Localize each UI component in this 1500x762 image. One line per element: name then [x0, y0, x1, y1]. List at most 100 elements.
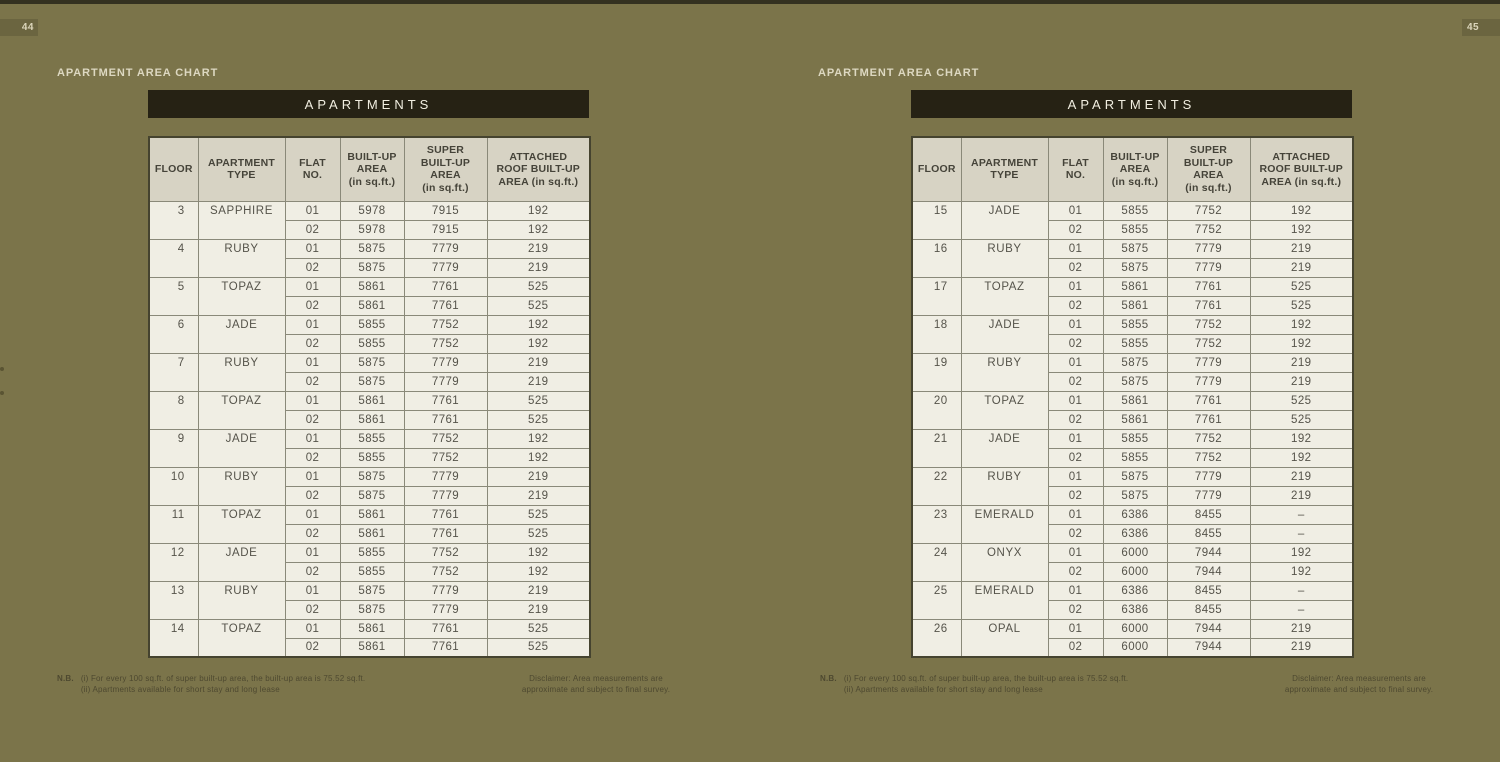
floor-cell: 21: [911, 428, 962, 468]
roof-area-cell: 219: [486, 580, 591, 601]
flat-no-cell: 02: [284, 447, 341, 468]
flat-no-cell: 01: [1047, 238, 1104, 259]
flat-no-cell: 01: [284, 618, 341, 639]
super-built-up-area-cell: 7761: [1166, 390, 1251, 411]
footnote-label: N.B.: [820, 674, 837, 683]
flat-no-cell: 01: [1047, 314, 1104, 335]
column-header: APARTMENT TYPE: [197, 136, 286, 202]
flat-no-cell: 02: [284, 523, 341, 544]
flat-no-cell: 02: [1047, 333, 1104, 354]
roof-area-cell: 219: [1249, 485, 1354, 506]
floor-cell: 25: [911, 580, 962, 620]
roof-area-cell: 192: [1249, 314, 1354, 335]
built-up-area-cell: 5875: [1102, 352, 1168, 373]
apartment-type-cell: TOPAZ: [197, 618, 286, 658]
table-row: 02 5875 7779 219: [912, 485, 1354, 506]
flat-no-cell: 01: [284, 580, 341, 601]
table-row: 22 RUBY 01 5875 7779 219: [911, 466, 1354, 506]
apartment-area-table: FLOOR APARTMENT TYPE FLAT NO. BUILT-UP AREA…: [148, 136, 591, 658]
apartment-type-cell: SAPPHIRE: [197, 200, 286, 240]
table-row: 14 TOPAZ 01 5861 7761 525: [148, 618, 591, 658]
column-header: ATTACHED ROOF BUILT-UP AREA (in sq.ft.): [486, 136, 591, 202]
roof-area-cell: –: [1249, 580, 1354, 601]
flat-no-cell: 02: [1047, 637, 1104, 658]
super-built-up-area-cell: 7779: [1166, 238, 1251, 259]
roof-area-cell: 219: [1249, 637, 1354, 658]
floor-cell: 6: [148, 314, 199, 354]
flat-no-cell: 01: [284, 200, 341, 221]
apartments-band: APARTMENTS: [148, 90, 589, 118]
super-built-up-area-cell: 7761: [403, 618, 488, 639]
super-built-up-area-cell: 7761: [403, 390, 488, 411]
page-title: APARTMENT AREA CHART: [57, 67, 219, 79]
column-header: BUILT-UP AREA (in sq.ft.): [339, 136, 405, 202]
built-up-area-cell: 5875: [339, 580, 405, 601]
built-up-area-cell: 5875: [339, 352, 405, 373]
super-built-up-area-cell: 7779: [1166, 371, 1251, 392]
roof-area-cell: –: [1249, 523, 1354, 544]
binding-dot: [0, 367, 4, 371]
flat-no-cell: 01: [284, 504, 341, 525]
flat-no-cell: 01: [1047, 466, 1104, 487]
floor-cell: 20: [911, 390, 962, 430]
apartment-type-cell: RUBY: [197, 238, 286, 278]
built-up-area-cell: 5861: [1102, 390, 1168, 411]
super-built-up-area-cell: 7752: [1166, 333, 1251, 354]
super-built-up-area-cell: 7761: [403, 504, 488, 525]
roof-area-cell: 192: [1249, 428, 1354, 449]
apartment-type-cell: TOPAZ: [960, 276, 1049, 316]
table-row: 5 TOPAZ 01 5861 7761 525: [148, 276, 591, 316]
roof-area-cell: –: [1249, 599, 1354, 620]
super-built-up-area-cell: 7779: [403, 238, 488, 259]
built-up-area-cell: 5855: [339, 428, 405, 449]
page-title: APARTMENT AREA CHART: [818, 67, 980, 79]
disclaimer-line: Disclaimer: Area measurements are: [529, 674, 663, 683]
built-up-area-cell: 5875: [1102, 257, 1168, 278]
flat-no-cell: 02: [1047, 371, 1104, 392]
flat-no-cell: 02: [284, 409, 341, 430]
built-up-area-cell: 5855: [339, 314, 405, 335]
brochure-page-left: APARTMENT AREA CHART APARTMENTS FLOOR APA…: [0, 0, 740, 762]
built-up-area-cell: 5861: [339, 295, 405, 316]
flat-no-cell: 02: [284, 371, 341, 392]
super-built-up-area-cell: 8455: [1166, 504, 1251, 525]
flat-no-cell: 02: [1047, 485, 1104, 506]
table-row: 02 5861 7761 525: [149, 295, 591, 316]
super-built-up-area-cell: 7752: [403, 561, 488, 582]
built-up-area-cell: 5978: [339, 200, 405, 221]
roof-area-cell: 192: [486, 314, 591, 335]
flat-no-cell: 01: [1047, 352, 1104, 373]
binding-dot: [0, 391, 4, 395]
column-header: FLAT NO.: [1047, 136, 1104, 202]
apartment-type-cell: JADE: [960, 428, 1049, 468]
super-built-up-area-cell: 7761: [403, 409, 488, 430]
footnote-block: N.B. (i) For every 100 sq.ft. of super b…: [820, 673, 1128, 695]
table-row: 02 6386 8455–: [912, 599, 1354, 620]
apartment-type-cell: RUBY: [960, 466, 1049, 506]
roof-area-cell: 219: [486, 599, 591, 620]
column-header: FLOOR: [911, 136, 962, 202]
built-up-area-cell: 5861: [339, 409, 405, 430]
flat-no-cell: 02: [1047, 257, 1104, 278]
roof-area-cell: 525: [486, 390, 591, 411]
flat-no-cell: 02: [284, 485, 341, 506]
roof-area-cell: 219: [486, 466, 591, 487]
super-built-up-area-cell: 7779: [403, 352, 488, 373]
roof-area-cell: 192: [486, 200, 591, 221]
footnote-lines: (i) For every 100 sq.ft. of super built-…: [844, 673, 1129, 695]
table-row: 18 JADE 01 5855 7752 192: [911, 314, 1354, 354]
apartment-type-cell: JADE: [197, 428, 286, 468]
table-row: 10 RUBY 01 5875 7779 219: [148, 466, 591, 506]
table-row: 15 JADE 01 5855 7752 192: [911, 200, 1354, 240]
roof-area-cell: 219: [1249, 238, 1354, 259]
flat-no-cell: 01: [284, 352, 341, 373]
floor-cell: 5: [148, 276, 199, 316]
super-built-up-area-cell: 7915: [403, 200, 488, 221]
built-up-area-cell: 5875: [1102, 485, 1168, 506]
roof-area-cell: 192: [486, 561, 591, 582]
floor-cell: 15: [911, 200, 962, 240]
apartment-area-table: FLOOR APARTMENT TYPE FLAT NO. BUILT-UP AREA…: [911, 136, 1354, 658]
apartment-type-cell: JADE: [960, 314, 1049, 354]
table-row: 8 TOPAZ 01 5861 7761 525: [148, 390, 591, 430]
apartment-type-cell: RUBY: [197, 466, 286, 506]
